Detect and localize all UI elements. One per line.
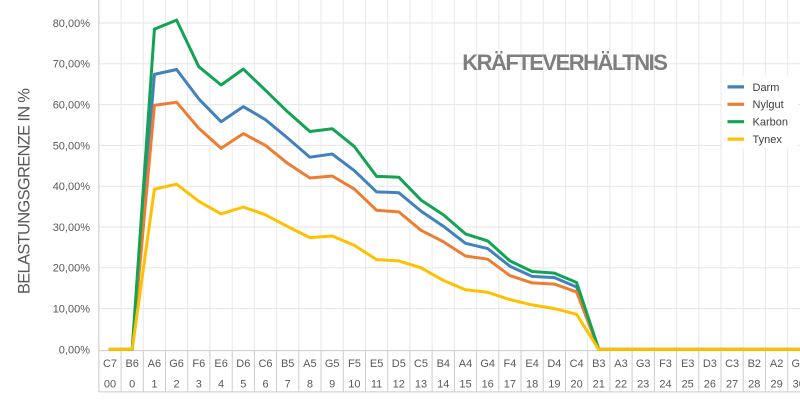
svg-text:2: 2 <box>174 378 180 390</box>
svg-text:21: 21 <box>593 378 605 390</box>
svg-text:1: 1 <box>151 378 157 390</box>
svg-text:30,00%: 30,00% <box>53 222 91 234</box>
svg-text:0,00%: 0,00% <box>59 344 90 356</box>
svg-text:14: 14 <box>437 378 449 390</box>
svg-text:BELASTUNGSGRENZE IN %: BELASTUNGSGRENZE IN % <box>16 88 34 294</box>
svg-text:12: 12 <box>393 378 405 390</box>
svg-text:10,00%: 10,00% <box>53 304 91 316</box>
svg-text:3: 3 <box>196 378 202 390</box>
svg-text:G5: G5 <box>325 358 340 370</box>
svg-text:22: 22 <box>615 378 627 390</box>
svg-text:30: 30 <box>793 378 800 390</box>
svg-text:B3: B3 <box>592 358 605 370</box>
svg-text:Karbon: Karbon <box>753 117 788 129</box>
svg-text:E4: E4 <box>525 358 538 370</box>
svg-text:D5: D5 <box>392 358 406 370</box>
svg-text:6: 6 <box>262 378 268 390</box>
svg-text:8: 8 <box>307 378 313 390</box>
svg-text:A5: A5 <box>303 358 316 370</box>
svg-text:25: 25 <box>682 378 694 390</box>
svg-text:80,00%: 80,00% <box>53 18 91 30</box>
svg-text:0: 0 <box>129 378 135 390</box>
svg-text:A4: A4 <box>459 358 472 370</box>
svg-text:C5: C5 <box>414 358 428 370</box>
svg-text:40,00%: 40,00% <box>53 181 91 193</box>
svg-text:A2: A2 <box>770 358 783 370</box>
svg-text:F6: F6 <box>192 358 205 370</box>
svg-text:24: 24 <box>659 378 671 390</box>
svg-text:60,00%: 60,00% <box>53 100 91 112</box>
svg-text:13: 13 <box>415 378 427 390</box>
svg-text:50,00%: 50,00% <box>53 140 91 152</box>
svg-text:G6: G6 <box>169 358 184 370</box>
svg-text:11: 11 <box>371 378 382 390</box>
svg-text:E3: E3 <box>681 358 694 370</box>
svg-text:F3: F3 <box>659 358 672 370</box>
svg-text:D4: D4 <box>547 358 561 370</box>
svg-text:D6: D6 <box>236 358 250 370</box>
svg-text:C7: C7 <box>103 358 117 370</box>
svg-text:B6: B6 <box>125 358 138 370</box>
svg-text:C6: C6 <box>258 358 272 370</box>
svg-text:G4: G4 <box>480 358 495 370</box>
svg-text:15: 15 <box>459 378 471 390</box>
svg-text:20: 20 <box>570 378 582 390</box>
svg-text:27: 27 <box>726 378 738 390</box>
svg-text:29: 29 <box>770 378 782 390</box>
svg-text:7: 7 <box>285 378 291 390</box>
svg-text:B4: B4 <box>437 358 450 370</box>
svg-text:00: 00 <box>104 378 116 390</box>
svg-text:Nylgut: Nylgut <box>753 99 784 111</box>
svg-text:A6: A6 <box>148 358 161 370</box>
svg-text:Darm: Darm <box>753 82 780 94</box>
svg-text:B2: B2 <box>748 358 761 370</box>
svg-text:10: 10 <box>348 378 360 390</box>
svg-text:20,00%: 20,00% <box>53 263 91 275</box>
svg-text:16: 16 <box>482 378 494 390</box>
svg-text:26: 26 <box>704 378 716 390</box>
svg-text:28: 28 <box>748 378 760 390</box>
svg-text:KRÄFTEVERHÄLTNIS: KRÄFTEVERHÄLTNIS <box>462 50 667 75</box>
svg-text:9: 9 <box>329 378 335 390</box>
svg-text:G3: G3 <box>636 358 651 370</box>
svg-text:5: 5 <box>240 378 246 390</box>
svg-text:E6: E6 <box>214 358 227 370</box>
svg-text:E5: E5 <box>370 358 383 370</box>
svg-text:18: 18 <box>526 378 538 390</box>
svg-text:17: 17 <box>504 378 516 390</box>
svg-text:19: 19 <box>548 378 560 390</box>
svg-text:4: 4 <box>218 378 224 390</box>
svg-text:A3: A3 <box>614 358 627 370</box>
svg-text:B5: B5 <box>281 358 294 370</box>
svg-text:C3: C3 <box>725 358 739 370</box>
svg-text:Tynex: Tynex <box>753 134 783 146</box>
svg-text:G2: G2 <box>791 358 800 370</box>
svg-text:C4: C4 <box>570 358 584 370</box>
svg-text:F4: F4 <box>503 358 516 370</box>
svg-text:70,00%: 70,00% <box>53 59 91 71</box>
svg-text:23: 23 <box>637 378 649 390</box>
svg-text:D3: D3 <box>703 358 717 370</box>
svg-text:F5: F5 <box>348 358 361 370</box>
